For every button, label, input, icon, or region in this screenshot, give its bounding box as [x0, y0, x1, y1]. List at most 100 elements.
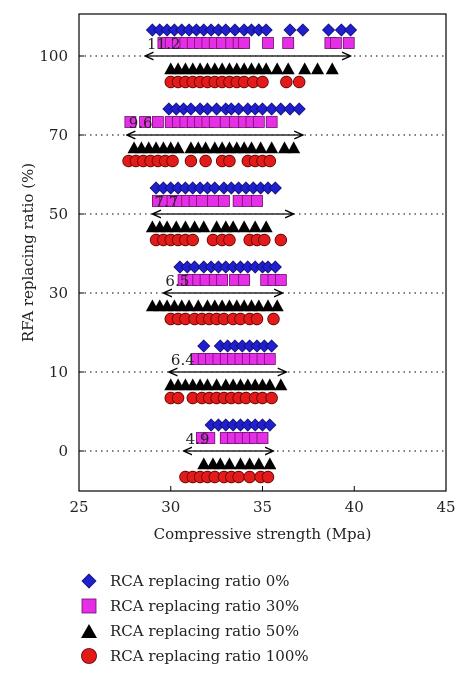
data-point-rca50 [182, 299, 196, 312]
data-point-rca0 [296, 23, 310, 37]
data-point-rca0 [210, 102, 224, 116]
data-point-rca100 [223, 154, 236, 168]
data-point-rca30 [124, 116, 137, 128]
data-point-rca50 [188, 220, 202, 233]
data-point-rca0 [283, 23, 297, 37]
x-tick-label: 25 [69, 498, 88, 516]
legend-item: RCA replacing ratio 50% [76, 618, 309, 643]
data-point-rca50 [197, 220, 211, 233]
data-point-rca50 [199, 141, 213, 154]
range-label: 7.7 [154, 193, 178, 211]
legend-item: RCA replacing ratio 0% [76, 568, 309, 593]
data-point-rca30 [265, 116, 278, 128]
data-point-rca30 [238, 274, 251, 286]
data-point-rca0 [184, 102, 198, 116]
data-point-rca30 [207, 195, 219, 207]
data-point-rca100 [223, 233, 236, 247]
data-point-rca100 [267, 312, 280, 326]
data-point-rca100 [232, 470, 245, 484]
data-point-rca100 [274, 233, 288, 247]
data-point-rca0 [344, 23, 358, 37]
legend-label: RCA replacing ratio 30% [110, 596, 300, 615]
data-point-rca30 [238, 37, 251, 49]
data-point-rca0 [188, 260, 202, 274]
data-point-rca30 [282, 37, 295, 49]
data-point-rca0 [263, 418, 277, 432]
x-tick-label: 40 [345, 498, 364, 516]
y-tick-label: 0 [58, 442, 68, 460]
data-point-rca100 [261, 470, 275, 484]
data-point-rca50 [281, 62, 295, 75]
data-point-rca0 [268, 260, 282, 274]
data-point-rca100 [199, 154, 212, 168]
data-point-rca0 [219, 23, 233, 37]
data-point-rca50 [270, 299, 284, 312]
data-point-rca30 [218, 195, 230, 207]
data-point-rca30 [216, 274, 229, 286]
data-point-rca50 [160, 220, 174, 233]
chart: 25 30 35 40 45 0 10 30 50 70 100 Compressive streng… [19, 13, 456, 543]
data-point-rca100 [171, 391, 185, 405]
y-tick-label: 10 [49, 363, 68, 381]
data-point-rca50 [263, 378, 277, 391]
data-point-rca0 [255, 102, 270, 116]
data-point-rca50 [278, 141, 292, 154]
data-point-rca50 [252, 299, 266, 312]
data-point-rca100 [243, 470, 256, 484]
red-circle-icon [76, 646, 102, 666]
data-point-rca0 [321, 23, 336, 37]
data-point-rca50 [244, 141, 258, 154]
data-point-rca30 [256, 432, 269, 444]
y-tick-label: 70 [49, 126, 68, 144]
data-point-rca0 [334, 23, 348, 37]
data-point-rca50 [252, 457, 266, 470]
x-tick-label: 45 [436, 498, 455, 516]
legend-item: RCA replacing ratio 100% [76, 643, 309, 668]
data-point-rca30 [262, 37, 274, 49]
data-point-rca50 [263, 457, 277, 470]
data-point-rca50 [237, 220, 251, 233]
data-point-rca100 [184, 154, 198, 168]
data-point-rca30 [208, 116, 221, 128]
data-point-rca0 [292, 102, 306, 116]
data-point-rca0 [274, 102, 288, 116]
data-point-rca50 [325, 62, 339, 75]
data-point-rca100 [258, 233, 271, 247]
data-point-rca50 [213, 457, 227, 470]
data-point-rca0 [208, 181, 222, 195]
data-point-rca50 [259, 62, 273, 75]
data-point-rca30 [152, 116, 164, 128]
data-point-rca30 [139, 116, 151, 128]
data-point-rca50 [259, 220, 273, 233]
data-point-rca50 [261, 299, 275, 312]
data-point-rca0 [265, 102, 279, 116]
data-point-rca100 [293, 75, 306, 89]
data-point-rca50 [178, 220, 192, 233]
data-point-rca50 [222, 457, 236, 470]
data-point-rca0 [200, 102, 215, 116]
range-label: 4.9 [186, 430, 210, 448]
data-point-rca0 [259, 23, 273, 37]
x-tick-label: 35 [253, 498, 272, 516]
data-point-rca50 [287, 141, 301, 154]
data-point-rca50 [274, 378, 288, 391]
data-point-rca50 [298, 62, 312, 75]
data-point-rca50 [243, 457, 257, 470]
data-point-rca0 [265, 339, 279, 353]
data-point-rca30 [203, 432, 216, 444]
data-point-rca0 [232, 102, 246, 116]
y-axis-label: RFA replacing ratio (%) [19, 163, 37, 342]
legend: RCA replacing ratio 0% RCA replacing rati… [76, 568, 309, 668]
data-point-rca30 [274, 274, 287, 286]
legend-label: RCA replacing ratio 0% [110, 571, 290, 590]
data-point-rca50 [248, 220, 262, 233]
data-point-rca50 [265, 141, 279, 154]
y-tick-label: 50 [49, 205, 68, 223]
data-point-rca30 [329, 37, 342, 49]
y-tick-label: 100 [39, 47, 68, 65]
blue-diamond-icon [76, 571, 102, 591]
data-point-rca50 [254, 141, 268, 154]
data-point-rca30 [342, 37, 355, 49]
data-point-rca50 [226, 220, 240, 233]
data-point-rca100 [280, 75, 293, 89]
